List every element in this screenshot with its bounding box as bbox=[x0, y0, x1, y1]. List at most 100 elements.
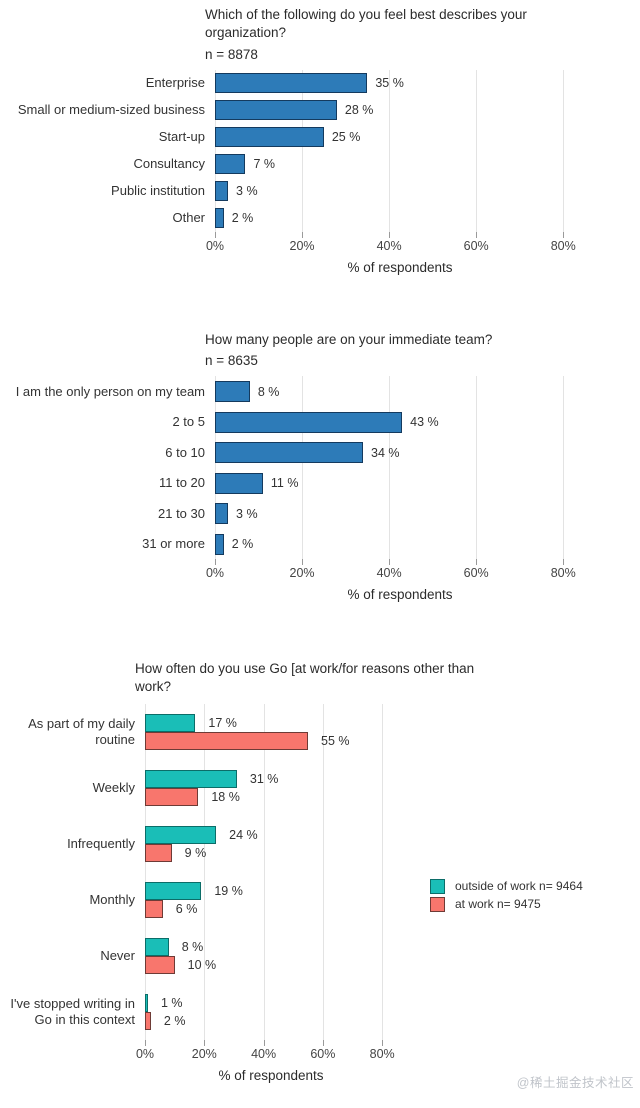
chart-organization-type: Which of the following do you feel best … bbox=[0, 6, 640, 275]
x-tick bbox=[476, 231, 478, 238]
bar-value-label: 2 % bbox=[231, 211, 254, 226]
bar bbox=[145, 788, 199, 807]
chart-go-usage-frequency: How often do you use Go [at work/for rea… bbox=[0, 660, 640, 1083]
legend: outside of work n= 9464 at work n= 9475 bbox=[430, 878, 583, 912]
plot-area: Enterprise 35 % Small or medium-sized busi… bbox=[0, 69, 640, 232]
grid-line bbox=[563, 69, 565, 232]
bar bbox=[215, 73, 368, 94]
x-tick-label: 0% bbox=[205, 566, 225, 581]
category-label: As part of my daily routine bbox=[28, 715, 135, 748]
bar-area: 19 % 6 % bbox=[145, 872, 397, 928]
grid-lines bbox=[145, 704, 397, 1041]
bar-value-label: 2 % bbox=[163, 1014, 186, 1029]
bar bbox=[145, 938, 169, 957]
bar-area: 31 % 18 % bbox=[145, 760, 397, 816]
grid-line bbox=[389, 376, 391, 560]
x-tick-label: 80% bbox=[550, 566, 576, 581]
category-label: Monthly bbox=[89, 891, 135, 907]
category-label: Never bbox=[100, 947, 135, 963]
bar-value-label: 24 % bbox=[229, 828, 258, 843]
x-tick-label: 20% bbox=[289, 238, 315, 253]
bar-area: 28 % bbox=[215, 97, 585, 124]
grid-line bbox=[302, 69, 304, 232]
x-tick bbox=[145, 1040, 146, 1047]
sample-size-label: n = 8635 bbox=[205, 353, 258, 369]
x-tick-label: 40% bbox=[376, 566, 402, 581]
x-tick bbox=[563, 559, 565, 566]
x-tick-label: 80% bbox=[369, 1047, 395, 1062]
bar-row: Other 2 % bbox=[0, 205, 640, 232]
chart-title: How often do you use Go [at work/for rea… bbox=[135, 661, 475, 695]
grid-line bbox=[215, 69, 216, 232]
bar-row: I am the only person on my team 8 % bbox=[0, 376, 640, 407]
x-tick bbox=[302, 231, 304, 238]
category-label: 11 to 20 bbox=[158, 475, 205, 491]
bar-area: 11 % bbox=[215, 468, 585, 499]
bar-value-label: 55 % bbox=[321, 734, 350, 749]
bar-row: Infrequently 24 % 9 % bbox=[0, 816, 640, 872]
bar bbox=[145, 844, 172, 863]
x-tick bbox=[382, 1040, 384, 1047]
legend-label: at work n= 9475 bbox=[455, 897, 541, 912]
bar-value-label: 43 % bbox=[410, 415, 439, 430]
x-tick bbox=[263, 1040, 265, 1047]
chart-team-size: How many people are on your immediate te… bbox=[0, 331, 640, 603]
grid-line bbox=[476, 69, 478, 232]
x-tick bbox=[476, 559, 478, 566]
bar-value-label: 9 % bbox=[184, 846, 207, 861]
bar-value-label: 2 % bbox=[231, 537, 254, 552]
bar-row: Enterprise 35 % bbox=[0, 70, 640, 97]
bar-row: Start-up 25 % bbox=[0, 124, 640, 151]
bar-row: Monthly 19 % 6 % bbox=[0, 872, 640, 928]
bar-row: Consultancy 7 % bbox=[0, 151, 640, 178]
watermark: @稀土掘金技术社区 bbox=[516, 1076, 634, 1090]
plot-area: I am the only person on my team 8 % 2 to 5… bbox=[0, 376, 640, 560]
legend-item: at work n= 9475 bbox=[430, 896, 583, 912]
bar bbox=[215, 100, 337, 121]
category-label: Consultancy bbox=[133, 156, 205, 171]
x-tick-label: 20% bbox=[191, 1047, 217, 1062]
category-label: 6 to 10 bbox=[165, 444, 205, 460]
bar-value-label: 17 % bbox=[208, 716, 237, 731]
bar bbox=[215, 208, 224, 229]
grid-lines bbox=[215, 376, 585, 560]
category-label: 31 or more bbox=[142, 536, 205, 552]
bar-area: 25 % bbox=[215, 124, 585, 151]
bar-area: 1 % 2 % bbox=[145, 984, 397, 1040]
bar-value-label: 3 % bbox=[236, 506, 258, 521]
x-tick-label: 60% bbox=[310, 1047, 336, 1062]
category-label: I am the only person on my team bbox=[15, 383, 205, 399]
bar-value-label: 8 % bbox=[181, 940, 204, 955]
bar-value-label: 7 % bbox=[253, 157, 276, 172]
bar-row: Public institution 3 % bbox=[0, 178, 640, 205]
x-tick bbox=[389, 559, 391, 566]
grid-line bbox=[263, 704, 265, 1041]
bar-row: 31 or more 2 % bbox=[0, 529, 640, 560]
legend-swatch bbox=[430, 878, 445, 894]
x-tick bbox=[322, 1040, 324, 1047]
x-tick-label: 60% bbox=[463, 566, 489, 581]
grid-line bbox=[563, 376, 565, 560]
bar bbox=[215, 411, 403, 433]
bar bbox=[145, 732, 309, 751]
category-label: Small or medium-sized business bbox=[17, 102, 205, 117]
bar-row: I've stopped writing in Go in this conte… bbox=[0, 984, 640, 1040]
bar-value-label: 18 % bbox=[211, 790, 240, 805]
bar-area: 8 % bbox=[215, 376, 585, 407]
bar bbox=[145, 714, 196, 733]
x-axis: 0% 20% 40% 60% 80% bbox=[136, 1040, 397, 1064]
bar-row: 2 to 5 43 % bbox=[0, 407, 640, 438]
x-tick bbox=[204, 1040, 206, 1047]
bar bbox=[215, 154, 246, 175]
bar-row: Never 8 % 10 % bbox=[0, 928, 640, 984]
category-label: Weekly bbox=[92, 779, 135, 795]
category-label: I've stopped writing in Go in this conte… bbox=[10, 995, 135, 1028]
x-tick bbox=[215, 231, 216, 238]
bar bbox=[145, 956, 175, 975]
grid-line bbox=[389, 69, 391, 232]
x-tick-label: 60% bbox=[463, 238, 489, 253]
category-label: Public institution bbox=[111, 183, 205, 198]
bar-row: Weekly 31 % 18 % bbox=[0, 760, 640, 816]
x-tick bbox=[563, 231, 565, 238]
